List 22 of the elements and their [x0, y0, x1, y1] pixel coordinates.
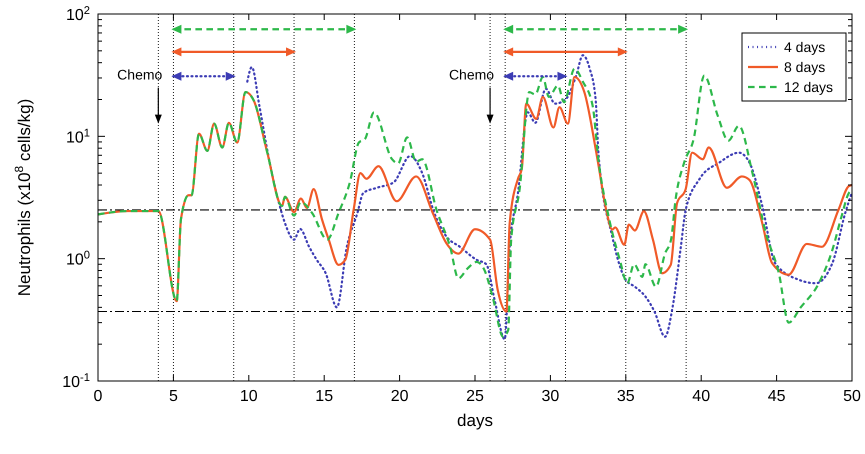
x-tick-label: 25 [466, 388, 484, 405]
legend-label: 4 days [784, 39, 826, 55]
x-axis-title: days [457, 411, 493, 430]
legend-label: 8 days [784, 59, 826, 75]
x-tick-label: 5 [168, 388, 178, 405]
x-tick-label: 50 [843, 388, 861, 405]
x-tick-label: 15 [315, 388, 334, 405]
line-series [246, 54, 852, 340]
x-tick-label: 40 [692, 388, 710, 405]
x-tick-label: 30 [542, 388, 560, 405]
x-tick-label: 0 [94, 388, 103, 405]
x-tick-label: 20 [390, 388, 409, 405]
y-tick-label: 10$^{0}$ [66, 250, 90, 269]
y-tick-label: 10$^{1}$ [66, 127, 90, 146]
x-tick-label: 45 [768, 388, 786, 405]
y-tick-label: 10$^{2}$ [66, 5, 90, 24]
x-tick-label: 35 [616, 388, 635, 405]
annotation: Chemo [448, 66, 494, 83]
y-tick-label: 10$^{-1}$ [62, 372, 90, 391]
annotation: Chemo [117, 66, 163, 83]
legend-label: 12 days [784, 79, 834, 95]
x-tick-label: 10 [240, 388, 258, 405]
